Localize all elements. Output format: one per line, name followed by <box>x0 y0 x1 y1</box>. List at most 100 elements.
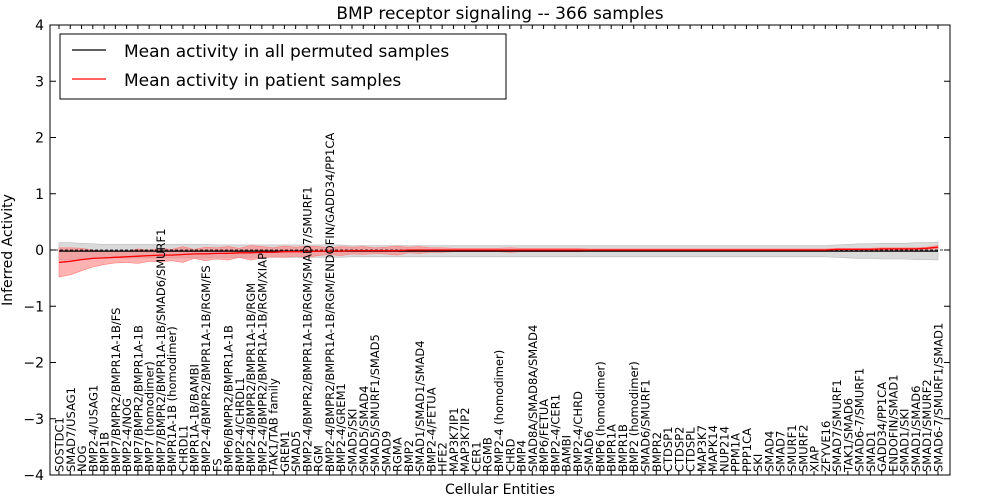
x-tick-label: BMP2 <box>402 440 416 472</box>
x-tick-label: SMAD5/SMURF1/SMAD5 <box>368 334 382 472</box>
x-tick-label: RGM <box>312 445 326 472</box>
x-tick-label: SMAD5 <box>289 431 303 472</box>
x-tick-label: BMP7/BMPR2/BMPR1A-1B/SMAD6/SMURF1 <box>154 229 168 472</box>
y-axis: −4 −3 −2 −1 0 1 2 3 4 <box>23 18 950 484</box>
x-tick-label: SMAD6 <box>582 431 596 472</box>
x-tick-label: BMP2-4/CHRD <box>571 391 585 472</box>
x-tick-label: SMURF2 <box>796 424 810 472</box>
x-tick-label: BMPR1A-1B/BAMBI <box>188 364 202 472</box>
x-tick-label: BAMBI <box>560 435 574 472</box>
x-tick-label: CER1 <box>470 441 484 472</box>
x-tick-label: RGMB <box>481 437 495 472</box>
x-tick-label: MAP3K7IP2 <box>458 407 472 472</box>
legend: Mean activity in all permuted samples Me… <box>59 33 507 100</box>
y-tick-label: 0 <box>35 243 44 259</box>
x-tick-label: ZFYVE16 <box>819 421 833 472</box>
x-tick-label: HFE2 <box>436 442 450 472</box>
y-tick-label: 2 <box>35 131 44 147</box>
x-tick-label: BMP2-4/CER1 <box>548 394 562 472</box>
x-tick-label: BMPR1B <box>616 424 630 472</box>
x-tick-label: RGMA <box>391 437 405 472</box>
legend-box <box>59 33 507 100</box>
x-tick-label: BMP7/BMPR2/BMPR1A-1B/FS <box>109 308 123 472</box>
x-tick-label: BMP2-4/BMPR2/BMPR1A-1B/RGM/XIAP <box>255 253 269 472</box>
x-tick-label: SMAD1/SMURF2 <box>920 379 934 472</box>
x-tick-label: SMAD1 <box>864 431 878 472</box>
x-tick-label: BMP7 (homodimer) <box>143 361 157 472</box>
x-tick-label: CTDSP2 <box>672 427 686 472</box>
x-tick-label: SMAD6/SMURF1 <box>639 379 653 472</box>
y-tick-label: 4 <box>35 18 44 34</box>
x-tick-label: SMAD6-7/SMURF1/SMAD1 <box>932 323 946 472</box>
x-tick-label: BMPR2 <box>650 432 664 472</box>
x-tick-label: SMAD7/SMURF1 <box>830 379 844 472</box>
y-tick-label: −2 <box>23 356 44 372</box>
legend-label-patient: Mean activity in patient samples <box>124 71 401 91</box>
x-tick-label: SMAD5/SKI <box>346 409 360 472</box>
x-tick-label: BMP2-4/GREM1 <box>334 383 348 472</box>
y-axis-label: Inferred Activity <box>0 194 16 306</box>
x-tick-label: TAK1/TAB family <box>267 378 281 473</box>
y-tick-label: −1 <box>23 299 44 315</box>
x-tick-label: CHRD <box>503 438 517 472</box>
x-tick-label: SMAD7 <box>774 431 788 472</box>
x-tick-label: NUP214 <box>717 426 731 472</box>
x-tick-label: SMAD8A/SMAD8A/SMAD4 <box>526 325 540 472</box>
x-tick-label: BMP2-4/BMPR2/BMPR1A-1B/RGM/FS <box>199 265 213 472</box>
x-tick-label: BMP2-4/BMPR2/BMPR1A-1B/RGM/ENDOFIN/GADD3… <box>323 133 337 472</box>
x-tick-label: BMP6 (homodimer) <box>593 361 607 472</box>
series-line-patient <box>58 246 939 264</box>
x-tick-label: BMP2-4/BMPR2/BMPR1A-1B/RGM <box>244 283 258 472</box>
x-tick-label: SMAD7/USAG1 <box>64 387 78 472</box>
x-tick-label: SMAD1/SKI <box>898 409 912 472</box>
x-tick-label: BMP7/BMPR2/BMPR1A-1B <box>131 325 145 472</box>
x-tick-label: BMPR1A-1B (homodimer) <box>165 326 179 472</box>
x-tick-label: ENDOFIN/SMAD1 <box>886 374 900 472</box>
chart-title: BMP receptor signaling -- 366 samples <box>336 4 663 24</box>
x-tick-label: BMP2-4/CHRDL1 <box>233 377 247 472</box>
x-tick-label: GREM1 <box>278 431 292 472</box>
x-tick-label: BMP2-4/FETUA <box>424 387 438 472</box>
x-tick-label: SMURF1 <box>785 424 799 472</box>
x-tick-label: CTDSPL <box>684 427 698 472</box>
x-tick-label: MAP3K7 <box>695 425 709 472</box>
x-tick-label: GADD34/PP1CA <box>875 382 889 472</box>
x-axis: SOSTDC1SMAD7/USAG1NOGBMP2-4/USAG1BMP1BBM… <box>53 25 946 475</box>
x-tick-label: SMAD1/SMAD1/SMAD4 <box>413 340 427 472</box>
series-lines <box>58 246 939 264</box>
x-tick-label: MAP3K7IP1 <box>447 407 461 472</box>
x-tick-label: NOG <box>75 445 89 472</box>
legend-label-permuted: Mean activity in all permuted samples <box>124 42 449 62</box>
x-tick-label: MAPK14 <box>706 425 720 472</box>
x-axis-label: Cellular Entities <box>445 482 555 498</box>
x-tick-label: SKI <box>751 454 765 472</box>
x-tick-label: SMAD9 <box>379 431 393 472</box>
x-tick-label: BMP2-4/BMPR2/BMPR1A-1B/RGM/SMAD7/SMURF1 <box>300 186 314 472</box>
x-tick-label: BMP4 <box>515 440 529 472</box>
x-tick-label: BMP2-4 (homodimer) <box>492 350 506 472</box>
x-tick-label: BMP2 (homodimer) <box>627 361 641 472</box>
x-tick-label: BMP6/FETUA <box>537 399 551 472</box>
y-tick-label: −3 <box>23 412 44 428</box>
x-tick-label: XIAP <box>808 446 822 472</box>
x-tick-label: SMAD1/SMAD6 <box>909 386 923 472</box>
x-tick-label: SMAD4 <box>763 431 777 472</box>
x-tick-label: BMP6/BMPR2/BMPR1A-1B <box>222 325 236 472</box>
x-tick-label: PPP1CA <box>740 428 754 472</box>
x-tick-label: BMP2-4/USAG1 <box>86 385 100 472</box>
y-tick-label: 3 <box>35 74 44 90</box>
x-tick-label: BMP1B <box>98 432 112 472</box>
x-tick-label: CHRDL1 <box>177 425 191 472</box>
x-tick-label: SMAD5/SMAD4 <box>357 386 371 472</box>
x-tick-label: TAK1/SMAD6 <box>841 398 855 473</box>
x-tick-label: BMPR1A <box>605 424 619 472</box>
y-tick-label: 1 <box>35 187 44 203</box>
x-tick-label: BMP2-4/NOG <box>120 398 134 472</box>
band-patient <box>58 245 939 278</box>
x-tick-label: PPM1A <box>729 433 743 472</box>
x-tick-label: SMAD6-7/SMURF1 <box>853 368 867 472</box>
y-tick-label: −4 <box>23 468 44 484</box>
x-tick-label: SOSTDC1 <box>53 417 67 472</box>
x-tick-label: CTDSP1 <box>661 427 675 472</box>
